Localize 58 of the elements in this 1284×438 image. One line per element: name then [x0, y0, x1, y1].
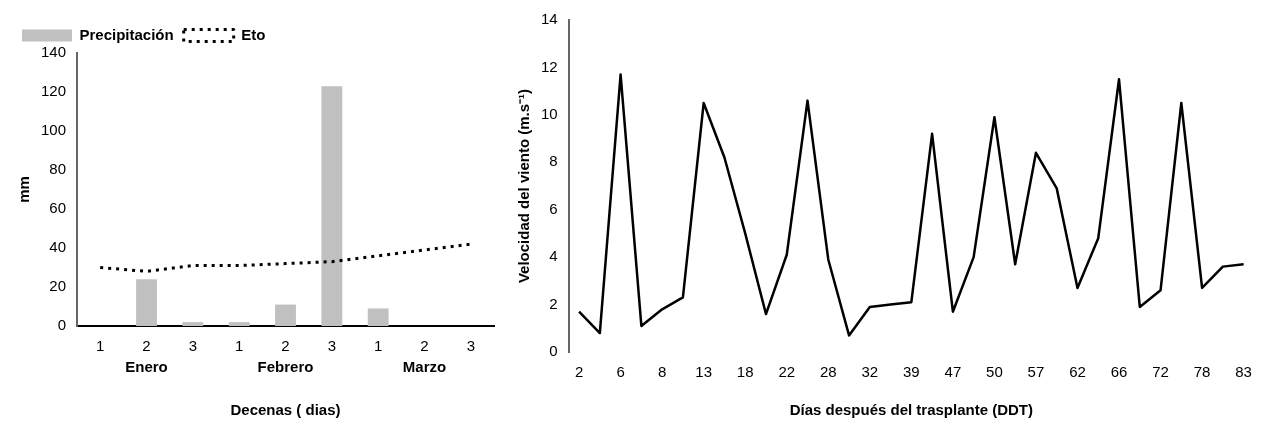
x-tick-label: 72 — [1152, 363, 1169, 381]
x-tick-label: 2 — [574, 363, 584, 381]
y-tick-label: 2 — [549, 294, 558, 312]
bar — [136, 279, 157, 326]
y-tick-label: 14 — [541, 10, 558, 28]
x-tick-label: 2 — [142, 337, 151, 355]
x-tick-label: 32 — [861, 363, 879, 381]
x-tick-label: 18 — [736, 363, 754, 381]
text: Enero — [125, 357, 168, 375]
y-tick-label: 120 — [41, 82, 67, 100]
x-tick-label: 28 — [819, 363, 837, 381]
x-tick-label: 6 — [616, 363, 625, 381]
y-tick-label: 8 — [549, 152, 558, 170]
x-tick-label: 3 — [466, 337, 476, 355]
x-tick-label: 13 — [695, 363, 713, 381]
x-tick-label: 3 — [188, 337, 198, 355]
x-tick-label: 1 — [374, 337, 383, 355]
line-series — [98, 242, 473, 273]
text: Febrero — [257, 357, 314, 375]
x-tick-label: 1 — [96, 337, 105, 355]
y-tick-label: 40 — [49, 238, 67, 256]
y-tick-label: 6 — [549, 199, 558, 217]
legend-label: Precipitación — [79, 25, 174, 43]
y-tick-label: 20 — [49, 277, 67, 295]
y-axis-title: mm — [15, 176, 33, 203]
x-tick-label: 66 — [1110, 363, 1128, 381]
y-tick-label: 0 — [549, 342, 558, 360]
y-tick-label: 100 — [41, 121, 67, 139]
x-tick-label: 83 — [1235, 363, 1252, 381]
y-tick-label: 80 — [49, 160, 67, 178]
bar — [182, 322, 204, 326]
x-axis-title: Decenas ( dias) — [230, 401, 341, 419]
y-tick-label: 10 — [541, 105, 558, 122]
y-axis-title: Velocidad del viento (m.s⁻¹) — [515, 88, 533, 284]
x-tick-label: 2 — [281, 337, 290, 355]
x-tick-label: 1 — [235, 337, 244, 355]
x-tick-label: 3 — [327, 337, 337, 355]
bar — [275, 304, 296, 326]
x-tick-label: 62 — [1069, 363, 1086, 381]
y-tick-label: 0 — [57, 316, 67, 334]
bar — [321, 86, 343, 326]
x-tick-label: 57 — [1027, 363, 1045, 381]
x-tick-label: 22 — [778, 363, 796, 381]
x-tick-label: 39 — [903, 363, 920, 381]
x-axis-title: Días después del trasplante (DDT) — [789, 401, 1034, 419]
x-tick-label: 50 — [986, 363, 1003, 381]
legend-label: Eto — [241, 25, 266, 43]
x-tick-label: 78 — [1193, 363, 1211, 381]
bar — [228, 322, 250, 326]
x-tick-label: 8 — [657, 363, 667, 381]
y-tick-label: 12 — [541, 57, 558, 75]
x-tick-label: 2 — [420, 337, 429, 355]
y-tick-label: 60 — [49, 199, 67, 217]
y-tick-label: 4 — [549, 247, 558, 265]
bar — [367, 308, 389, 326]
x-tick-label: 47 — [944, 363, 962, 381]
text: Marzo — [402, 357, 447, 375]
y-tick-label: 140 — [41, 43, 67, 61]
